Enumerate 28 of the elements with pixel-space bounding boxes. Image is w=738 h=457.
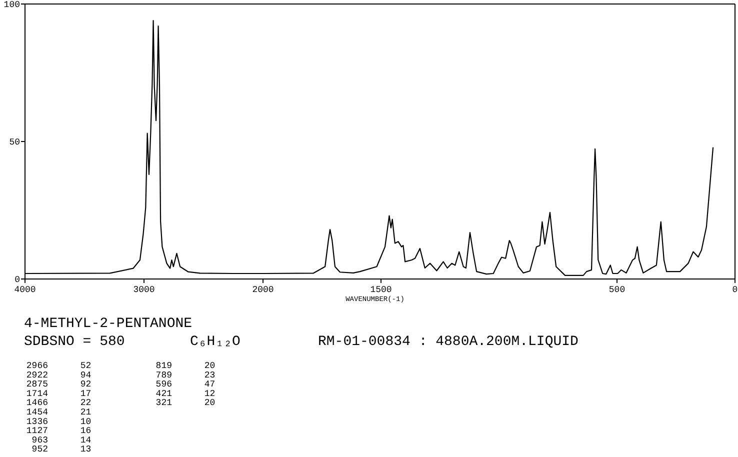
text: 1454 21 bbox=[26, 408, 92, 418]
text: C₆H₁₂O bbox=[190, 334, 240, 350]
text: 2966 52 bbox=[26, 361, 92, 371]
text: 4-METHYL-2-PENTANONE bbox=[24, 316, 192, 332]
text: 963 14 bbox=[32, 435, 92, 446]
text: RM-01-00834 : 4880A.200M.LIQUID bbox=[318, 334, 578, 350]
text: 2875 92 bbox=[26, 380, 92, 390]
text: 819 20 bbox=[156, 361, 216, 371]
text: 421 12 bbox=[156, 388, 216, 399]
x-tick-label: 4000 bbox=[14, 285, 36, 295]
x-tick-label: 2000 bbox=[252, 285, 274, 295]
text: SDBSNO = 580 bbox=[24, 334, 125, 350]
text: 596 47 bbox=[156, 380, 216, 390]
text: 1466 22 bbox=[26, 398, 92, 408]
x-tick-label: 500 bbox=[608, 285, 626, 295]
text: 952 13 bbox=[32, 444, 92, 455]
text: 321 20 bbox=[156, 398, 216, 408]
y-tick-label: 50 bbox=[9, 138, 20, 148]
text: 789 23 bbox=[156, 370, 216, 380]
x-tick-label: 3000 bbox=[133, 285, 155, 295]
text: 1127 16 bbox=[26, 426, 92, 436]
x-tick-label: 0 bbox=[732, 285, 738, 295]
y-tick-label: 100 bbox=[4, 0, 20, 10]
x-tick-label: 1500 bbox=[370, 285, 392, 295]
text: 1336 10 bbox=[26, 416, 92, 427]
text: 2922 94 bbox=[26, 370, 92, 380]
text: 1714 17 bbox=[26, 388, 92, 399]
y-tick-label: 0 bbox=[14, 275, 20, 285]
